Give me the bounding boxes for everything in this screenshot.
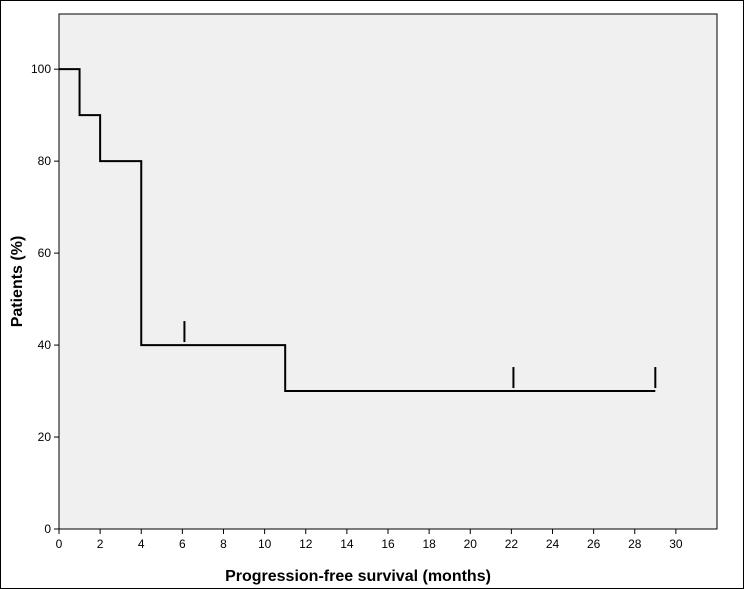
y-tick-label: 20	[38, 430, 52, 444]
x-tick-label: 0	[56, 537, 63, 551]
x-tick-label: 8	[220, 537, 227, 551]
y-tick-label: 80	[38, 154, 52, 168]
x-tick-label: 22	[505, 537, 519, 551]
x-tick-label: 30	[669, 537, 683, 551]
x-tick-label: 16	[381, 537, 395, 551]
x-tick-label: 4	[138, 537, 145, 551]
survival-step-line	[59, 68, 656, 393]
y-tick-label: 60	[38, 246, 52, 260]
x-axis-title: Progression-free survival (months)	[225, 568, 491, 585]
x-tick-label: 14	[340, 537, 354, 551]
x-tick-label: 26	[587, 537, 601, 551]
x-tick-label: 6	[179, 537, 186, 551]
x-tick-label: 10	[258, 537, 272, 551]
censor-marks	[183, 321, 657, 389]
x-tick-label: 24	[546, 537, 560, 551]
x-axis: 0 2 4 6 8 10 12 14 16 18 20 22 24 26 28 30	[56, 529, 683, 551]
y-tick-label: 40	[38, 338, 52, 352]
x-tick-label: 12	[299, 537, 313, 551]
x-tick-label: 28	[628, 537, 642, 551]
plot-area	[58, 13, 718, 530]
x-tick-label: 18	[422, 537, 436, 551]
y-axis-title: Patients (%)	[9, 236, 26, 328]
y-axis: 0 20 40 60 80 100	[31, 62, 59, 536]
x-tick-label: 2	[97, 537, 104, 551]
x-tick-label: 20	[464, 537, 478, 551]
y-tick-label: 100	[31, 62, 51, 76]
y-tick-label: 0	[44, 522, 51, 536]
